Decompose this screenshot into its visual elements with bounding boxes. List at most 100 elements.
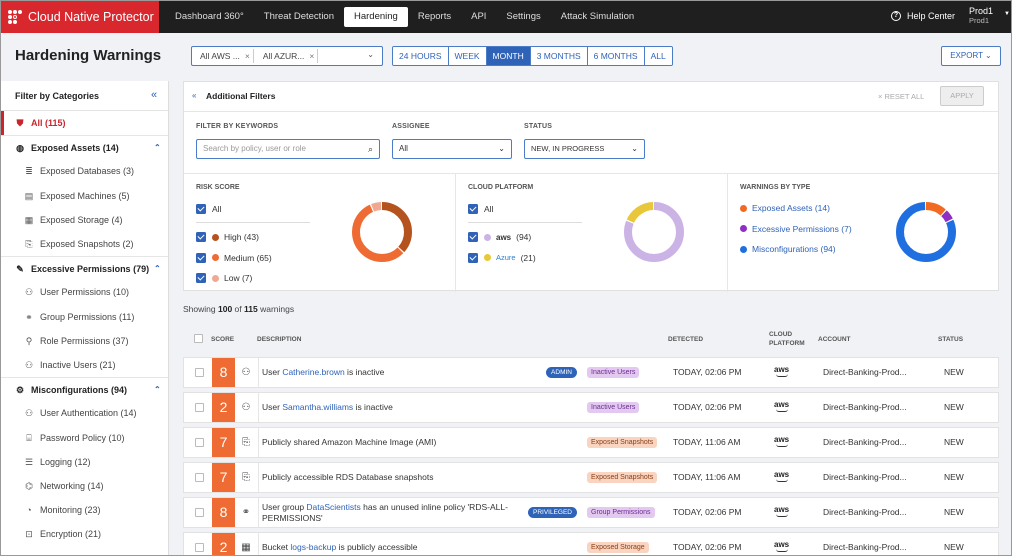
sidebar-item-password-policy[interactable]: ⌸ Password Policy (10) [1, 425, 168, 449]
table-row[interactable]: 8 ⚇ User Catherine.brown is inactive ADMIN I… [183, 357, 999, 388]
sidebar-item-exposed-snapshots[interactable]: ⎘ Exposed Snapshots (2) [1, 232, 168, 256]
cloud-all-checkbox[interactable]: All [468, 203, 493, 215]
sidebar-item-group-permissions[interactable]: ⚭ Group Permissions (11) [1, 305, 168, 329]
nav-tab-settings[interactable]: Settings [506, 11, 541, 22]
warning-type-misconfigurations[interactable]: Misconfigurations (94) [740, 243, 836, 255]
table-row[interactable]: 2 ⚇ User Samantha.williams is inactive Inac… [183, 392, 999, 423]
status-select[interactable]: NEW, IN PROGRESS ⌄ [524, 139, 645, 159]
risk-checkbox-low[interactable]: Low (7) [196, 272, 252, 284]
sidebar-item-exposed-machines[interactable]: ▤ Exposed Machines (5) [1, 184, 168, 208]
nav-tab-attack-simulation[interactable]: Attack Simulation [560, 11, 635, 22]
column-account[interactable]: ACCOUNT [818, 336, 851, 343]
table-row[interactable]: 8 ⚭ User group DataScientists has an unuse… [183, 497, 999, 528]
cloud-checkbox-azure[interactable]: Azure (21) [468, 252, 536, 264]
account-name[interactable]: Direct-Banking-Prod... [823, 507, 907, 517]
row-checkbox[interactable] [195, 403, 204, 412]
collapse-group-icon[interactable]: ⌃ [154, 143, 161, 153]
time-range-3-months[interactable]: 3 MONTHS [530, 47, 588, 65]
sidebar-item-user-authentication[interactable]: ⚇ User Authentication (14) [1, 401, 168, 425]
table-row[interactable]: 7 ⎘ Publicly accessible RDS Database snaps… [183, 462, 999, 493]
account-name[interactable]: Direct-Banking-Prod... [823, 472, 907, 482]
keyword-search-input[interactable]: Search by policy, user or role ⌕ [196, 139, 380, 159]
sidebar-item-encryption[interactable]: ⊡ Encryption (21) [1, 522, 168, 546]
category-tag[interactable]: Exposed Snapshots [587, 437, 658, 448]
account-switcher[interactable]: Prod1 Prod1 ▼ [969, 6, 1010, 26]
filter-chip[interactable]: All AWS ... × [196, 49, 254, 63]
export-button[interactable]: EXPORT ⌄ [941, 46, 1001, 66]
account-name[interactable]: Direct-Banking-Prod... [823, 437, 907, 447]
help-center-link[interactable]: ? Help Center [891, 11, 955, 21]
nav-tab-api[interactable]: API [471, 11, 487, 22]
column-cloud[interactable]: CLOUD [769, 331, 793, 338]
collapse-sidebar-icon[interactable]: « [151, 89, 158, 101]
close-icon[interactable]: × [244, 51, 250, 61]
column-status[interactable]: STATUS [938, 336, 964, 343]
sidebar-item-misconfigurations[interactable]: ⚙ Misconfigurations (94) ⌃ [1, 377, 168, 401]
category-tag[interactable]: Exposed Snapshots [587, 472, 658, 483]
collapse-group-icon[interactable]: ⌃ [154, 385, 161, 395]
account-name[interactable]: Direct-Banking-Prod... [823, 402, 907, 412]
cloud-account-filter[interactable]: All AWS ... × All AZUR... × ⌄ [191, 46, 383, 66]
column-detected[interactable]: DETECTED [668, 336, 704, 343]
sidebar-item-all[interactable]: ⛊ All (115) [1, 111, 168, 136]
time-range-month[interactable]: MONTH [486, 47, 531, 65]
collapse-group-icon[interactable]: ⌃ [154, 264, 161, 274]
row-checkbox[interactable] [195, 473, 204, 482]
risk-checkbox-high[interactable]: High (43) [196, 231, 259, 243]
sidebar-item-networking[interactable]: ⌬ Networking (14) [1, 474, 168, 498]
sidebar-item-exposed-databases[interactable]: ≣ Exposed Databases (3) [1, 159, 168, 183]
sidebar-item-role-permissions[interactable]: ⚲ Role Permissions (37) [1, 329, 168, 353]
apply-button[interactable]: APPLY [940, 86, 984, 106]
table-row[interactable]: 2 ▦ Bucket logs-backup is publicly accessi… [183, 532, 999, 555]
select-all-checkbox[interactable] [194, 334, 203, 343]
nav-tab-reports[interactable]: Reports [417, 11, 452, 22]
sidebar-item-exposed-storage[interactable]: ▦ Exposed Storage (4) [1, 208, 168, 232]
sidebar-item-inactive-users[interactable]: ⚇ Inactive Users (21) [1, 353, 168, 377]
column-description[interactable]: DESCRIPTION [257, 336, 302, 343]
category-tag[interactable]: Exposed Storage [587, 542, 649, 553]
sidebar-item-exposed-assets[interactable]: ◍ Exposed Assets (14) ⌃ [1, 135, 168, 159]
account-name[interactable]: Direct-Banking-Prod... [823, 542, 907, 552]
row-checkbox[interactable] [195, 508, 204, 517]
sidebar-item-user-permissions[interactable]: ⚇ User Permissions (10) [1, 280, 168, 304]
time-range-6-months[interactable]: 6 MONTHS [587, 47, 645, 65]
table-row[interactable]: 7 ⎘ Publicly shared Amazon Machine Image (… [183, 427, 999, 458]
assignee-select[interactable]: All ⌄ [392, 139, 512, 159]
collapse-filters-icon[interactable]: « [192, 91, 197, 100]
sidebar-item-label: Exposed Snapshots (2) [40, 239, 134, 250]
row-checkbox[interactable] [195, 368, 204, 377]
time-range-all[interactable]: ALL [644, 47, 672, 65]
filters-title: Additional Filters [206, 91, 276, 101]
warning-type-exposed-assets[interactable]: Exposed Assets (14) [740, 202, 830, 214]
row-checkbox[interactable] [195, 543, 204, 552]
reset-all-button[interactable]: × RESET ALL [878, 92, 925, 101]
cloud-checkbox-aws[interactable]: aws (94) [468, 231, 531, 243]
filter-chip[interactable]: All AZUR... × [259, 49, 319, 63]
entity-link[interactable]: Samantha.williams [282, 402, 354, 412]
category-tag[interactable]: Inactive Users [587, 402, 640, 413]
risk-all-checkbox[interactable]: All [196, 203, 221, 215]
entity-link[interactable]: DataScientists [306, 502, 361, 512]
nav-tab-threat-detection[interactable]: Threat Detection [263, 11, 334, 22]
row-checkbox[interactable] [195, 438, 204, 447]
time-range-24-hours[interactable]: 24 HOURS [393, 47, 449, 65]
nav-tab-dashboard-360-[interactable]: Dashboard 360° [175, 11, 244, 22]
category-tag[interactable]: Group Permissions [587, 507, 655, 518]
category-tag[interactable]: Inactive Users [587, 367, 640, 378]
nav-tab-hardening[interactable]: Hardening [344, 7, 408, 27]
brand[interactable]: Cloud Native Protector [1, 1, 159, 33]
risk-checkbox-medium[interactable]: Medium (65) [196, 252, 272, 264]
warning-type-excessive-permissions[interactable]: Excessive Permissions (7) [740, 223, 852, 235]
sidebar-item-logging[interactable]: ☰ Logging (12) [1, 450, 168, 474]
description-text: has an unused inline policy 'RDS-ALL-PER… [262, 502, 508, 523]
time-range-week[interactable]: WEEK [448, 47, 487, 65]
chevron-down-icon[interactable]: ⌄ [367, 50, 374, 59]
entity-link[interactable]: logs-backup [290, 542, 337, 552]
sidebar-item-monitoring[interactable]: ◔ Monitoring (23) [1, 498, 168, 522]
close-icon[interactable]: × [309, 51, 315, 61]
account-name[interactable]: Direct-Banking-Prod... [823, 367, 907, 377]
column-platform[interactable]: PLATFORM [769, 340, 805, 347]
entity-link[interactable]: Catherine.brown [282, 367, 345, 377]
sidebar-item-excessive-permissions[interactable]: ✎ Excessive Permissions (79) ⌃ [1, 256, 168, 280]
column-score[interactable]: SCORE [211, 336, 235, 343]
